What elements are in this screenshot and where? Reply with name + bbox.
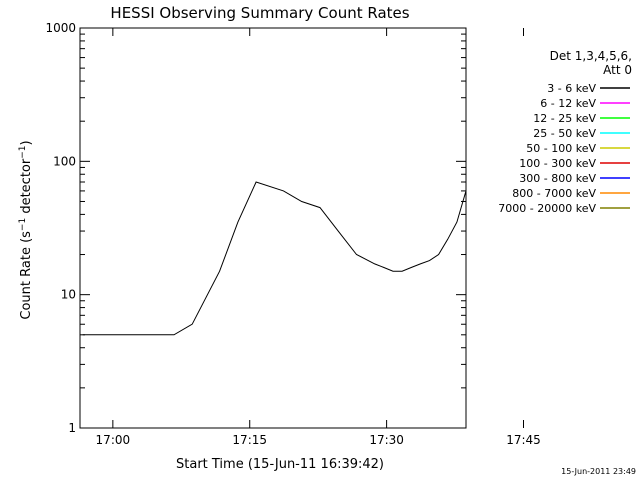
y-axis-label-exponent: −1 bbox=[18, 145, 28, 158]
plot-area bbox=[79, 27, 467, 429]
y-tick-label: 100 bbox=[53, 154, 76, 168]
legend: Det 1,3,4,5,6, Att 0 3 - 6 keV 6 - 12 keV… bbox=[498, 49, 632, 215]
legend-entry-label: 100 - 300 keV bbox=[519, 157, 596, 170]
legend-entry-label: 12 - 25 keV bbox=[533, 112, 596, 125]
x-tick-label: 17:45 bbox=[506, 433, 541, 447]
y-axis: 1 10 100 1000 bbox=[45, 21, 466, 435]
legend-entries: 3 - 6 keV 6 - 12 keV 12 - 25 keV 25 - 50 ke… bbox=[498, 82, 630, 215]
x-tick-label: 17:00 bbox=[96, 433, 131, 447]
x-tick-label: 17:15 bbox=[232, 433, 267, 447]
series-line-3-6kev bbox=[82, 181, 467, 336]
plot-frame bbox=[79, 27, 467, 429]
legend-entry-label: 50 - 100 keV bbox=[526, 142, 596, 155]
x-tick-label: 17:30 bbox=[369, 433, 404, 447]
y-tick-label: 1 bbox=[68, 421, 76, 435]
x-axis-label: Start Time (15-Jun-11 16:39:42) bbox=[176, 457, 384, 472]
legend-entry-label: 800 - 7000 keV bbox=[512, 187, 596, 200]
y-axis-label: Count Rate (s−1 detector−1) bbox=[18, 140, 34, 319]
y-axis-label-part: detector bbox=[19, 158, 34, 218]
chart-title: HESSI Observing Summary Count Rates bbox=[110, 4, 409, 22]
legend-header-line2: Att 0 bbox=[603, 63, 632, 77]
legend-entry-label: 25 - 50 keV bbox=[533, 127, 596, 140]
legend-header-line1: Det 1,3,4,5,6, bbox=[550, 49, 632, 63]
y-tick-label: 1000 bbox=[45, 21, 76, 35]
legend-entry-label: 300 - 800 keV bbox=[519, 172, 596, 185]
y-axis-label-part: Count Rate (s bbox=[19, 231, 34, 320]
legend-entry-label: 6 - 12 keV bbox=[540, 97, 596, 110]
legend-entry-label: 7000 - 20000 keV bbox=[498, 202, 596, 215]
timestamp: 15-Jun-2011 23:49 bbox=[561, 467, 636, 476]
legend-entry-label: 3 - 6 keV bbox=[547, 82, 596, 95]
y-tick-label: 10 bbox=[61, 288, 76, 302]
y-axis-label-exponent: −1 bbox=[18, 218, 28, 231]
y-axis-label-part: ) bbox=[19, 140, 34, 145]
